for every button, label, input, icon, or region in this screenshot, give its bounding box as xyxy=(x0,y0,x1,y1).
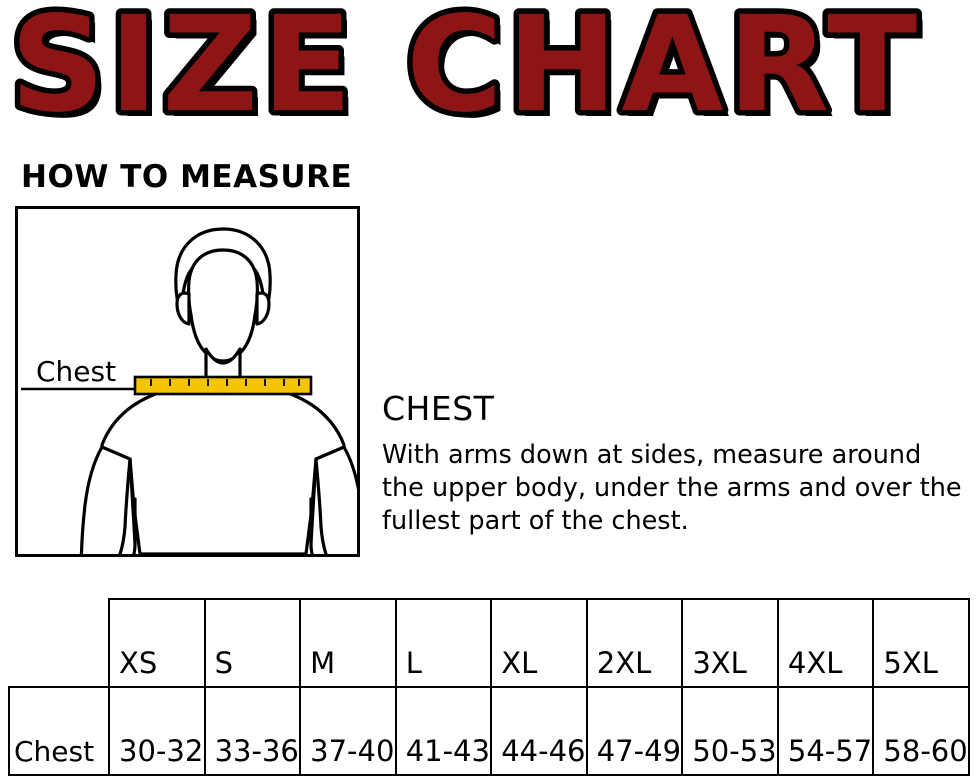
page-title-shadow: SIZE CHART xyxy=(16,0,927,144)
chest-value-l: 41-43 xyxy=(394,686,493,776)
size-header-m: M xyxy=(299,598,397,688)
chest-info-description: With arms down at sides, measure around … xyxy=(382,440,962,537)
chest-info-block: CHEST With arms down at sides, measure a… xyxy=(382,392,962,538)
chest-value-m: 37-40 xyxy=(299,686,397,776)
figure-ear-right xyxy=(255,291,271,326)
measuring-tape xyxy=(133,375,313,396)
chest-info-heading: CHEST xyxy=(382,389,495,428)
chest-value-4xl: 54-57 xyxy=(776,686,875,776)
size-table: XS S M L XL 2XL 3XL 4XL 5XL Chest 30-32 … xyxy=(7,598,970,776)
table-header-row: XS S M L XL 2XL 3XL 4XL 5XL xyxy=(9,598,970,688)
chest-callout-label: Chest xyxy=(36,355,116,388)
how-to-measure-heading: HOW TO MEASURE xyxy=(21,159,353,195)
table-corner-blank xyxy=(9,599,109,687)
page-title: SIZE CHART xyxy=(10,0,921,142)
row-label-chest: Chest xyxy=(7,686,111,776)
figure-ear-left xyxy=(175,291,191,326)
chest-value-3xl: 50-53 xyxy=(681,686,779,776)
figure-head xyxy=(187,248,259,363)
size-header-3xl: 3XL xyxy=(681,598,779,688)
figure-arm-left-inner xyxy=(118,457,132,554)
size-header-xl: XL xyxy=(490,598,588,688)
chest-value-s: 33-36 xyxy=(203,686,302,776)
size-header-l: L xyxy=(394,598,493,688)
size-header-5xl: 5XL xyxy=(872,598,970,688)
figure-arm-left xyxy=(79,445,137,554)
chest-value-5xl: 58-60 xyxy=(872,686,970,776)
size-header-4xl: 4XL xyxy=(776,598,875,688)
size-table-container: XS S M L XL 2XL 3XL 4XL 5XL Chest 30-32 … xyxy=(7,598,970,776)
table-row: Chest 30-32 33-36 37-40 41-43 44-46 47-4… xyxy=(7,686,970,776)
page-title-banner: SIZE CHART SIZE CHART xyxy=(0,0,978,144)
size-header-s: S xyxy=(203,598,302,688)
how-to-measure-diagram: Chest xyxy=(15,206,360,557)
chest-value-xs: 30-32 xyxy=(108,686,206,776)
size-header-xs: XS xyxy=(108,598,206,688)
chest-value-xl: 44-46 xyxy=(490,686,588,776)
chest-value-2xl: 47-49 xyxy=(585,686,684,776)
size-header-2xl: 2XL xyxy=(585,598,684,688)
figure-arm-right-inner xyxy=(314,457,328,554)
figure-torso xyxy=(100,347,346,554)
measuring-tape-ticks xyxy=(150,379,300,386)
